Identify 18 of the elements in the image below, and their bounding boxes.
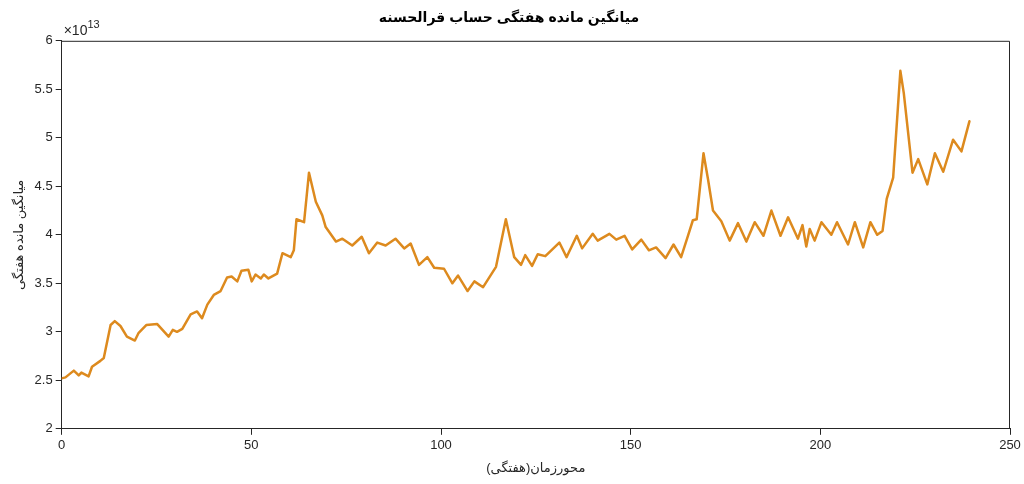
y-axis-title: میانگین مانده هفتگی [11, 179, 28, 290]
y-tick-label: 4 [45, 226, 53, 242]
y-tick-label: 2 [45, 420, 53, 436]
y-tick-label: 3 [45, 323, 53, 339]
y-tick-label: 5.5 [34, 80, 53, 96]
y-tick-label: 6 [45, 32, 53, 48]
x-tick-label: 150 [619, 437, 642, 453]
chart-title: میانگین مانده هفتگی حساب قرالحسنه [378, 9, 640, 27]
y-tick-label: 5 [45, 129, 53, 145]
y-tick-label: 2.5 [34, 371, 53, 387]
x-tick-label: 250 [999, 437, 1021, 453]
x-tick-label: 100 [430, 437, 452, 453]
y-tick-label: 3.5 [34, 274, 53, 290]
x-tick-label: 0 [58, 437, 66, 453]
x-axis-title: محورزمان(هفتگی) [486, 459, 586, 476]
x-tick-label: 50 [244, 437, 259, 453]
x-tick-label: 200 [809, 437, 832, 453]
y-tick-label: 4.5 [34, 177, 53, 193]
